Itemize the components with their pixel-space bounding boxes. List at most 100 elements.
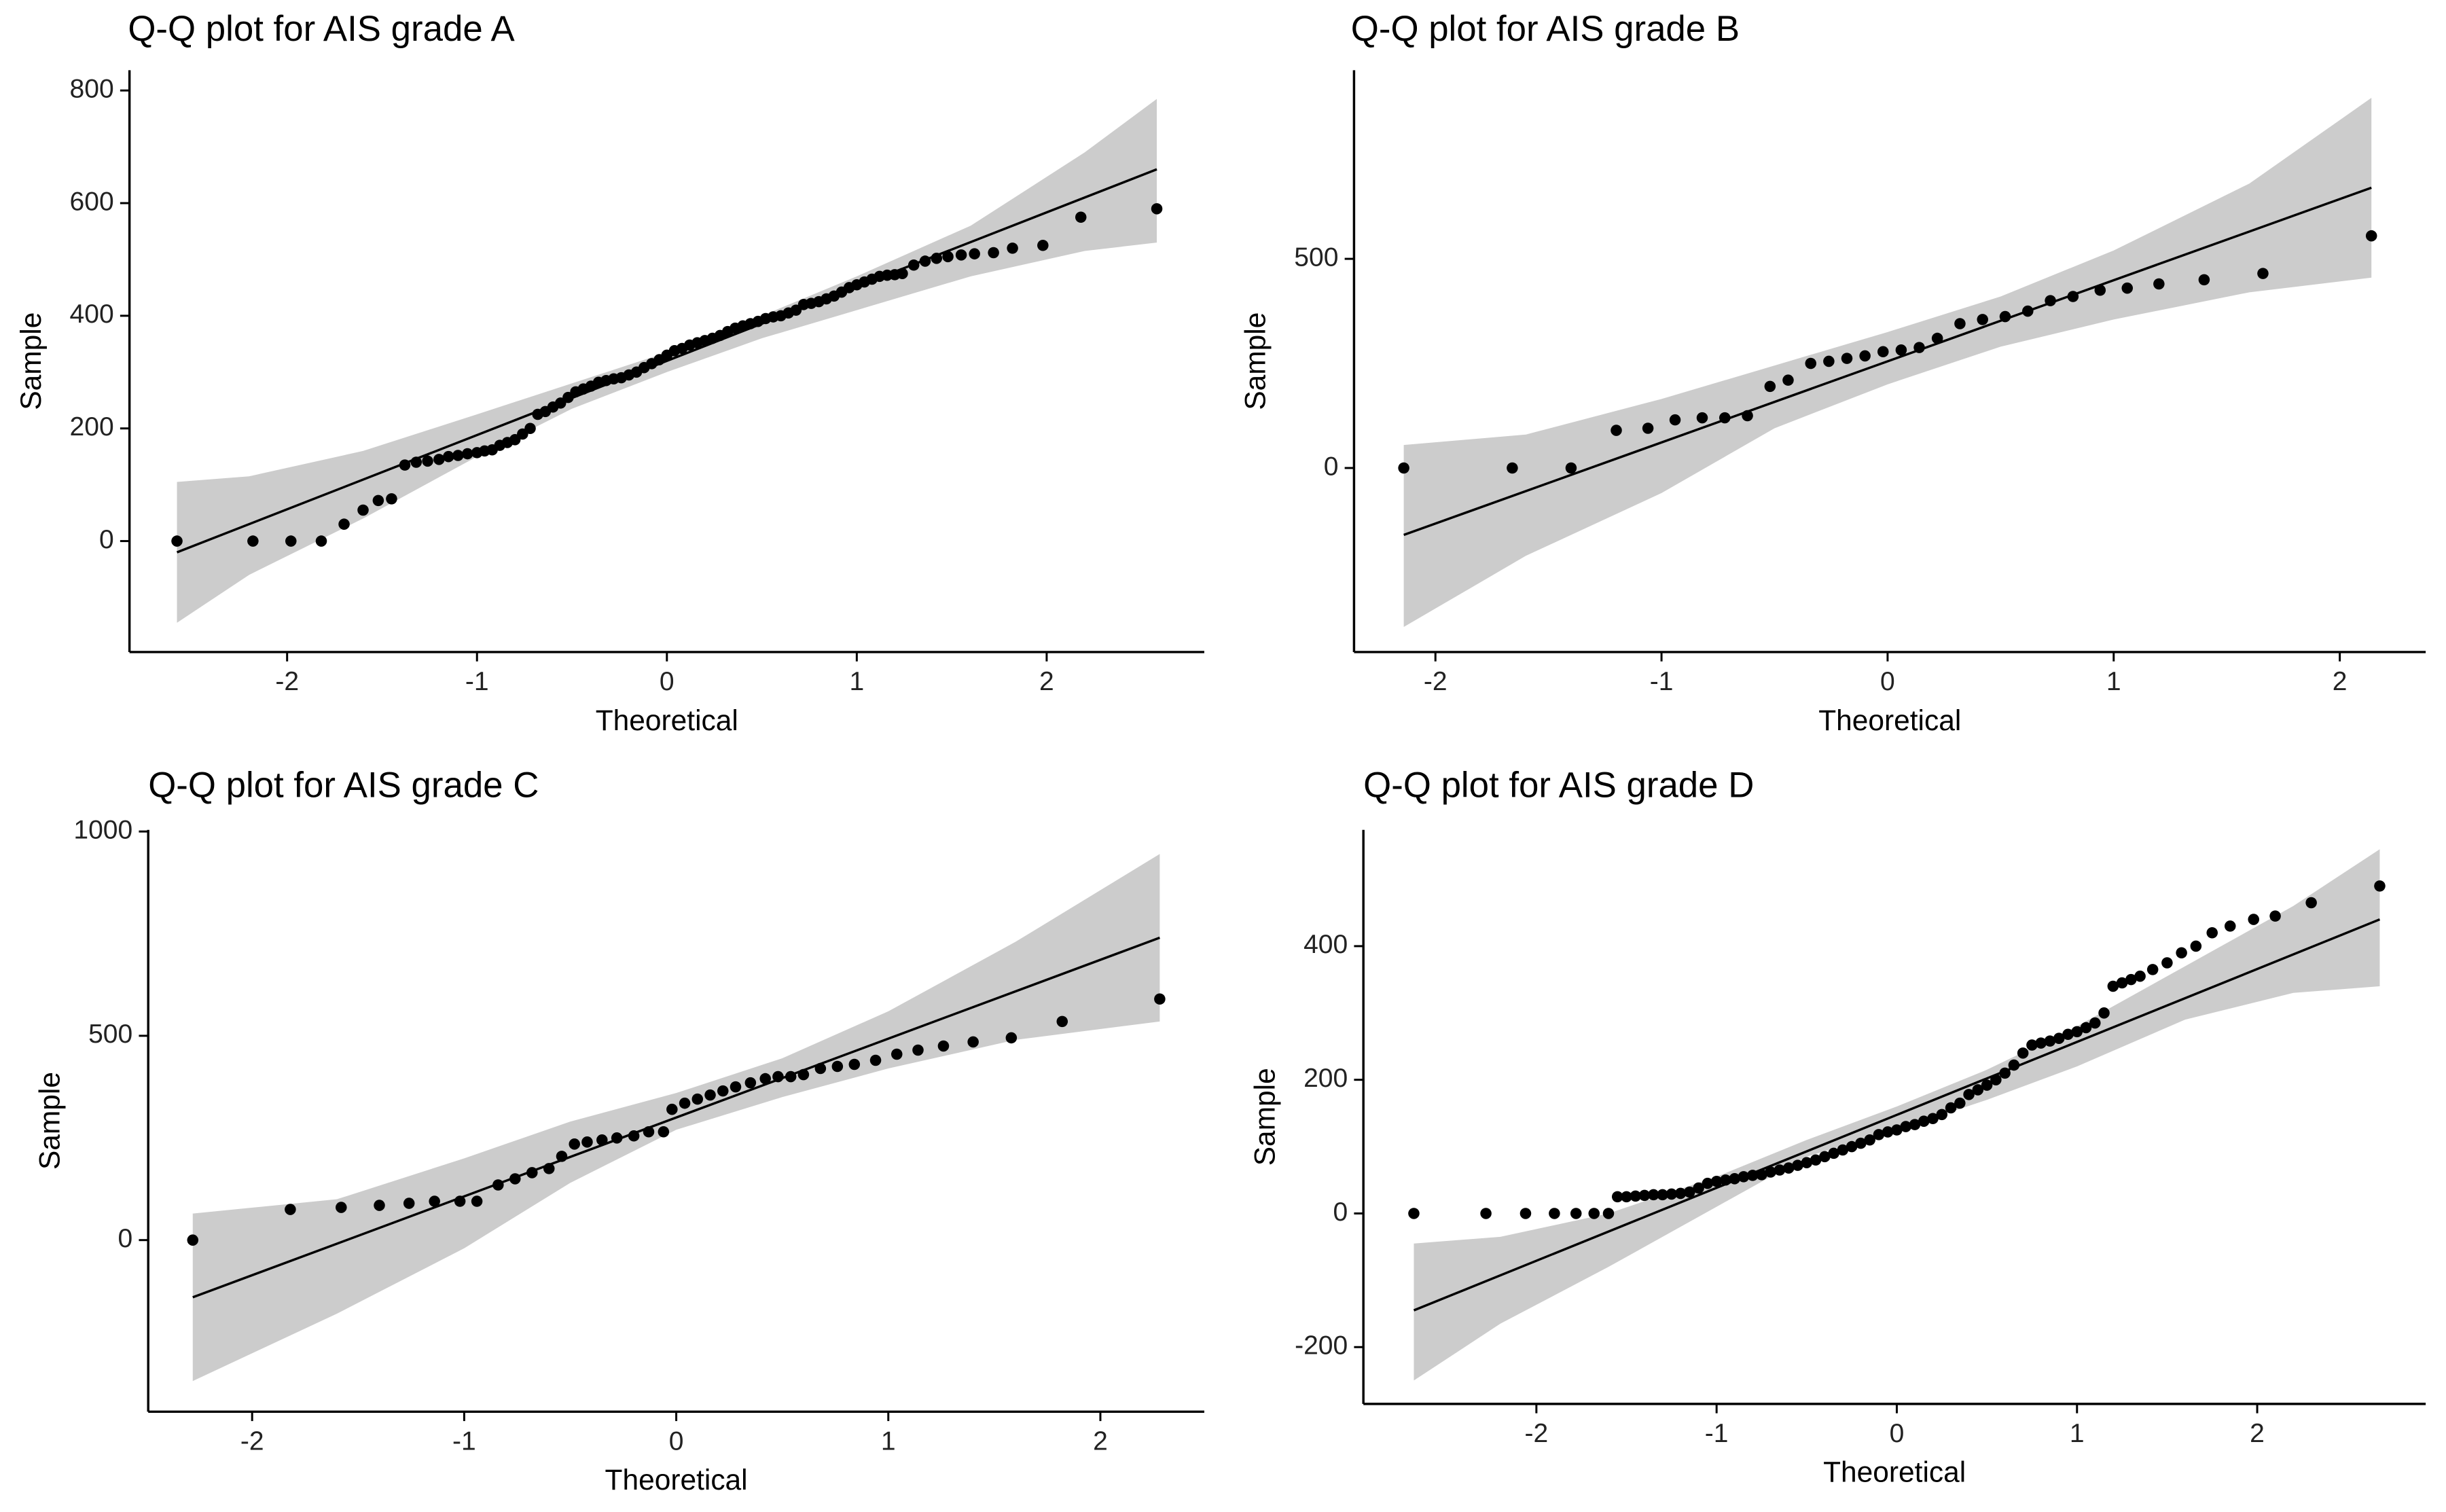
sample-point xyxy=(814,1062,827,1075)
sample-point xyxy=(2269,910,2281,922)
x-tick-label: -1 xyxy=(452,1427,476,1456)
sample-point xyxy=(704,1089,716,1101)
sample-point xyxy=(2206,926,2218,939)
sample-point xyxy=(2022,305,2034,317)
sample-point xyxy=(1792,1159,1803,1171)
sample-point xyxy=(969,248,980,259)
sample-point xyxy=(2257,268,2269,279)
sample-point xyxy=(1480,1208,1492,1219)
sample-point xyxy=(1710,1175,1723,1187)
x-tick-label: -1 xyxy=(1705,1419,1729,1448)
sample-point xyxy=(1954,1097,1966,1109)
sample-point xyxy=(1859,350,1871,362)
y-tick-label: -200 xyxy=(1295,1331,1348,1361)
sample-point xyxy=(2062,1028,2074,1041)
sample-point xyxy=(374,1200,385,1211)
y-tick-label: 400 xyxy=(70,300,114,329)
sample-point xyxy=(171,535,183,547)
sample-point xyxy=(1702,1177,1714,1189)
sample-point xyxy=(1963,1089,1975,1100)
sample-point xyxy=(2044,1035,2056,1047)
sample-point xyxy=(492,1179,504,1191)
sample-point xyxy=(1819,1151,1831,1163)
sample-point xyxy=(443,450,454,463)
sample-point xyxy=(556,1151,568,1162)
sample-point xyxy=(247,535,259,547)
sample-point xyxy=(1783,1162,1795,1174)
sample-point xyxy=(869,1054,882,1066)
sample-point xyxy=(1666,1188,1678,1200)
sample-point xyxy=(410,456,422,468)
sample-point xyxy=(1981,1079,1993,1091)
sample-point xyxy=(931,253,943,264)
sample-point xyxy=(336,1202,347,1213)
chart-title: Q-Q plot for AIS grade B xyxy=(1351,9,1740,49)
x-tick-label: 2 xyxy=(1093,1427,1108,1456)
sample-point xyxy=(967,1036,979,1048)
sample-point xyxy=(1075,211,1087,223)
sample-point xyxy=(955,249,967,261)
sample-point xyxy=(1408,1208,1420,1219)
sample-point xyxy=(1882,1126,1894,1138)
sample-point xyxy=(907,259,920,271)
sample-point xyxy=(1719,412,1731,424)
sample-point xyxy=(1945,1102,1957,1114)
reference-line xyxy=(1403,186,2372,537)
sample-point xyxy=(1765,1166,1777,1178)
sample-point xyxy=(831,1060,844,1073)
sample-point xyxy=(596,1134,608,1146)
y-tick-label: 200 xyxy=(1303,1064,1348,1093)
sample-point xyxy=(1918,1115,1930,1127)
sample-point xyxy=(1782,374,1794,386)
sample-point xyxy=(2116,977,2128,989)
sample-point xyxy=(848,1058,861,1070)
sample-point xyxy=(285,535,297,547)
sample-point xyxy=(1611,425,1622,436)
sample-point xyxy=(1037,239,1049,251)
y-tick-label: 0 xyxy=(1333,1198,1348,1227)
sample-point xyxy=(357,504,369,516)
y-tick-label: 600 xyxy=(70,187,114,216)
sample-point xyxy=(2121,282,2134,294)
sample-point xyxy=(1565,462,1577,474)
reference-line xyxy=(192,936,1160,1299)
sample-point xyxy=(611,1132,623,1144)
qq-panel: 0 500 -2 -1 0 1 2 Theoretical Sample Q-Q plot for… xyxy=(1240,9,2426,737)
x-tick-label: -1 xyxy=(465,667,489,696)
sample-point xyxy=(429,1195,440,1207)
sample-point xyxy=(1056,1015,1068,1028)
sample-point xyxy=(1895,344,1907,356)
sample-point xyxy=(772,1070,784,1083)
sample-point xyxy=(2146,964,2159,975)
x-tick-label: 2 xyxy=(2333,667,2348,696)
chart-title: Q-Q plot for AIS grade A xyxy=(128,9,515,49)
sample-point xyxy=(2067,291,2079,302)
sample-point xyxy=(2094,284,2106,296)
sample-point xyxy=(1154,993,1166,1005)
sample-point xyxy=(338,518,350,530)
x-tick-label: -2 xyxy=(1525,1419,1549,1448)
y-tick-label: 800 xyxy=(70,75,114,104)
qq-panel: -200 0 200 400 -2 -1 0 1 2 Theoretical Sample Q-Q p… xyxy=(1249,766,2426,1489)
sample-point xyxy=(1810,1154,1822,1166)
sample-point xyxy=(581,1136,593,1148)
sample-point xyxy=(399,459,411,471)
sample-point xyxy=(1873,1129,1885,1140)
sample-point xyxy=(2008,1059,2020,1071)
x-axis-label: Theoretical xyxy=(605,1464,748,1496)
sample-point xyxy=(1900,1121,1911,1132)
sample-point xyxy=(1977,314,1988,325)
qq-panel: 0 200 400 600 800 -2 -1 0 1 2 Theoretical Sample Q-Q… xyxy=(16,9,1204,737)
sample-point xyxy=(1927,1113,1939,1125)
sample-point xyxy=(2017,1047,2029,1059)
y-axis-label: Sample xyxy=(1249,1068,1281,1166)
sample-point xyxy=(988,247,999,259)
sample-point xyxy=(744,1077,757,1089)
y-tick-label: 500 xyxy=(88,1020,132,1049)
sample-point xyxy=(1398,462,1409,474)
sample-point xyxy=(2153,278,2165,290)
sample-point xyxy=(1931,332,1943,344)
sample-point xyxy=(897,268,908,279)
sample-point xyxy=(717,1085,729,1097)
